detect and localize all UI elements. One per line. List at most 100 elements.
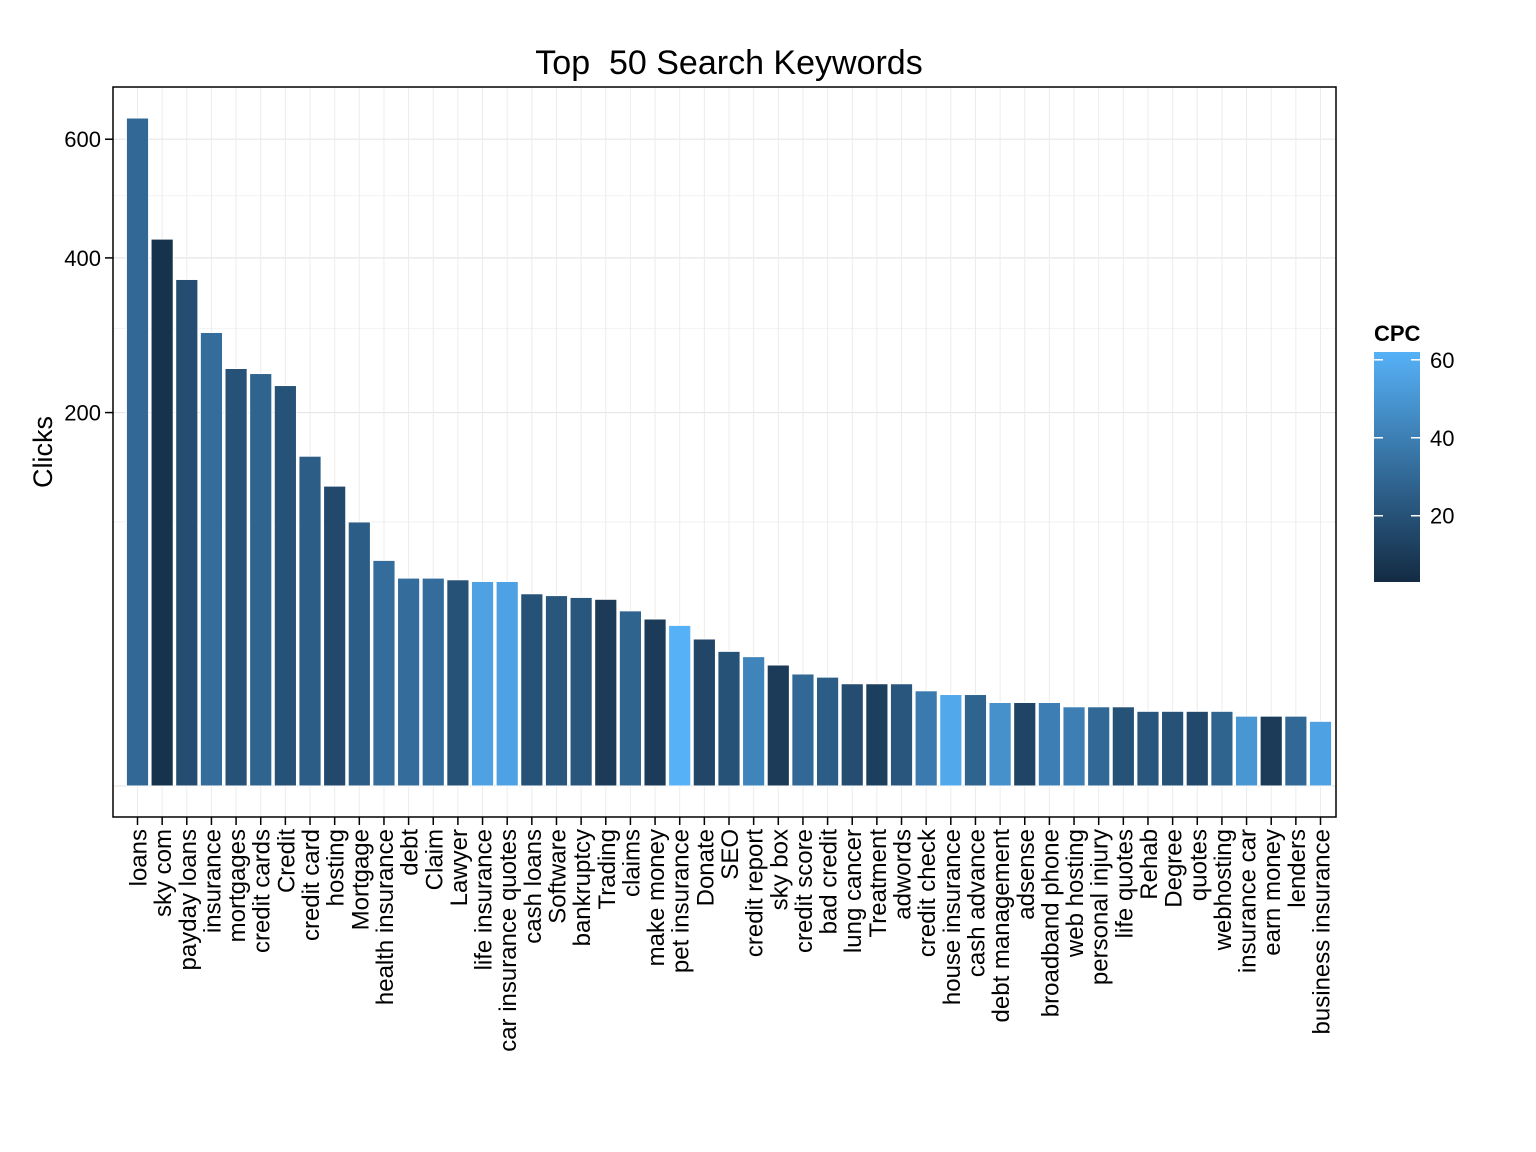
bar-insurance [199,331,224,787]
bar-house-insurance [939,694,963,787]
bar-debt-management [988,702,1012,787]
x-category-label: earn money [1259,829,1286,956]
bar-sky-box [766,664,790,787]
y-axis: 200 400 600 [64,127,113,426]
bar-hosting [323,485,347,787]
x-category-label: Claim [421,829,448,890]
bars [125,117,1333,787]
bar-webhosting [1210,710,1234,787]
bar-credit-check [914,690,938,787]
y-tick-label: 400 [64,246,101,271]
x-category-label: Degree [1161,829,1188,908]
bar-treatment [865,683,889,787]
bar-pet-insurance [668,624,692,787]
y-axis-label: Clicks [28,416,58,488]
x-category-label: bad credit [816,829,843,935]
bar-loans [125,117,150,787]
bar-broadband-phone [1037,702,1061,787]
bar-quotes [1185,710,1209,787]
legend-tick-label: 20 [1430,504,1454,529]
y-tick-label: 600 [64,127,101,152]
x-category-label: car insurance quotes [495,829,522,1052]
x-category-label: cash loans [520,829,547,944]
bar-bankruptcy [569,596,593,787]
x-category-label: lenders [1284,829,1311,908]
bar-seo [717,650,741,787]
x-category-label: life quotes [1111,829,1138,938]
x-category-label: quotes [1185,829,1212,901]
bar-adsense [1013,702,1037,787]
cpc-legend: CPC 20 40 60 [1374,321,1454,582]
x-category-label: Lawyer [446,829,473,906]
x-category-label: sky box [766,829,793,910]
bar-life-insurance [470,580,495,787]
bar-adwords [889,683,914,787]
x-category-label: web hosting [1062,829,1089,958]
x-category-label: pet insurance [668,829,695,973]
x-category-label: cash advance [963,829,990,977]
bar-donate [692,638,716,787]
bar-claim [421,577,445,787]
bar-lenders [1284,715,1308,787]
bar-cash-loans [520,593,544,787]
x-category-label: Donate [692,829,719,906]
x-category-label: credit cards [249,829,276,953]
x-category-label: insurance car [1235,829,1262,973]
y-tick-label: 200 [64,401,101,426]
bar-cash-advance [963,694,988,787]
x-category-label: broadband phone [1037,829,1064,1017]
x-category-label: health insurance [372,829,399,1005]
bar-credit-cards [249,373,273,787]
bar-credit [273,385,297,787]
x-category-label: life insurance [471,829,498,970]
bar-bad-credit [815,676,840,787]
legend-colorbar [1374,352,1420,582]
bar-insurance-car [1234,715,1259,787]
bar-credit-report [742,656,766,787]
bar-personal-injury [1087,706,1111,787]
bar-payday-loans [175,278,199,787]
bar-life-quotes [1111,706,1135,787]
x-category-label: mortgages [224,829,251,942]
x-category-label: claims [618,829,645,897]
x-category-label: Mortgage [347,829,374,930]
x-category-label: credit report [742,829,769,957]
bar-business-insurance [1308,720,1333,787]
bar-lawyer [446,579,470,787]
x-category-label: debt [397,829,424,876]
x-category-label: hosting [323,829,350,906]
bar-credit-score [791,673,815,787]
x-category-label: Software [544,829,571,924]
x-category-label: loans [126,829,153,886]
x-category-label: SEO [717,829,744,880]
x-category-label: credit score [791,829,818,953]
x-category-label: make money [643,829,670,966]
x-category-label: business insurance [1309,829,1336,1034]
bar-mortgage [347,521,371,787]
bar-degree [1161,710,1185,787]
bar-mortgages [224,368,248,787]
legend-tick-label: 60 [1430,348,1454,373]
x-category-label: Credit [273,829,300,893]
bar-web-hosting [1062,706,1086,787]
bar-health-insurance [372,559,396,787]
bar-debt [397,577,421,787]
x-category-label: personal injury [1087,829,1114,985]
bar-sky-com [150,238,174,787]
x-category-label: adwords [890,829,917,920]
bar-earn-money [1259,715,1283,787]
x-category-label: Treatment [865,829,892,938]
bar-credit-card [298,455,322,787]
x-category-label: sky com [150,829,177,917]
bar-claims [618,610,643,787]
chart-title: Top 50 Search Keywords [535,44,922,82]
x-category-label: lung cancer [840,829,867,953]
bar-lung-cancer [840,683,864,787]
bar-software [544,595,569,787]
x-category-label: credit card [298,829,325,941]
x-category-label: webhosting [1210,829,1237,951]
bar-rehab [1136,710,1160,787]
x-category-label: credit check [914,828,941,957]
bar-make-money [643,618,667,787]
